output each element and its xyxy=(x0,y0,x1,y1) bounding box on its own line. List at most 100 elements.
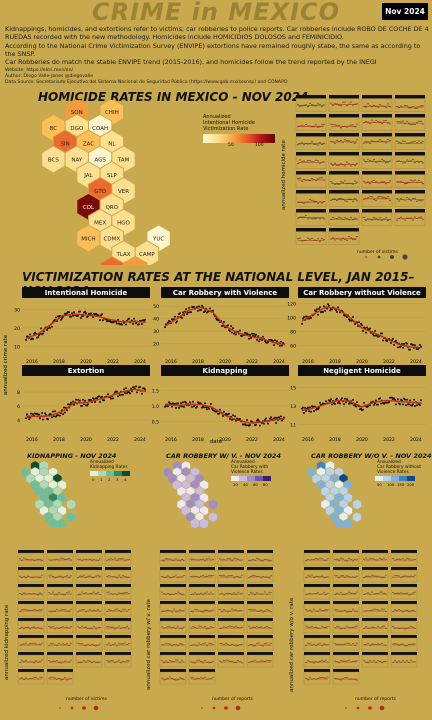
mini-point xyxy=(177,679,179,681)
national-panel: Car Robbery without Violence608010012020… xyxy=(287,287,426,365)
mini-point xyxy=(204,676,206,678)
mini-point xyxy=(41,659,43,661)
mini-frame xyxy=(159,620,187,634)
mini-point xyxy=(196,594,198,596)
data-point xyxy=(204,310,206,313)
mini-point xyxy=(110,609,112,611)
mini-header xyxy=(160,669,186,672)
mini-header xyxy=(333,669,359,672)
mini-point xyxy=(305,214,307,217)
data-point xyxy=(125,323,127,326)
mini-point xyxy=(208,642,210,644)
mini-point xyxy=(229,574,231,577)
hex xyxy=(66,511,76,523)
mini-point xyxy=(83,574,85,576)
data-point xyxy=(182,311,184,314)
data-point xyxy=(322,311,324,313)
hex-label: CAMP xyxy=(139,252,155,258)
y-tick-label: 40 xyxy=(153,317,159,323)
mini-header xyxy=(329,171,359,175)
mini-header xyxy=(47,618,73,621)
mini-point xyxy=(95,628,97,630)
data-point xyxy=(80,317,82,319)
data-point xyxy=(264,419,266,421)
hex-label: BC xyxy=(50,126,58,132)
data-point xyxy=(397,398,399,401)
mini-point xyxy=(85,611,87,613)
data-point xyxy=(338,400,340,403)
mini-point xyxy=(21,626,23,628)
mini-point xyxy=(350,216,352,219)
mini-point xyxy=(344,643,346,645)
data-point xyxy=(310,410,312,413)
hex-label: VER xyxy=(118,189,129,195)
mini-point xyxy=(396,558,398,560)
legend-tick: 20 xyxy=(233,482,238,487)
mini-point xyxy=(338,104,340,106)
mini-point xyxy=(91,592,93,594)
size-legend-dot xyxy=(377,255,381,259)
mini-header xyxy=(18,567,44,570)
mini-point xyxy=(177,576,179,579)
data-point xyxy=(227,324,229,327)
mini-point xyxy=(385,161,387,164)
mini-frame xyxy=(303,586,331,600)
data-point xyxy=(280,415,282,418)
mini-point xyxy=(29,628,31,630)
mini-point xyxy=(379,103,381,106)
mini-point xyxy=(33,626,35,628)
mini-point xyxy=(317,126,319,128)
data-point xyxy=(276,416,278,419)
mini-panel xyxy=(394,190,426,207)
data-point xyxy=(223,321,225,323)
mini-point xyxy=(414,161,416,164)
y-tick-label: 80 xyxy=(290,330,296,336)
data-point xyxy=(141,323,143,325)
mini-point xyxy=(385,574,387,576)
data-point xyxy=(81,404,83,407)
mini-panel xyxy=(332,618,360,634)
mini-point xyxy=(371,180,373,182)
mini-point xyxy=(200,592,202,594)
mini-point xyxy=(371,591,373,593)
mini-point xyxy=(387,219,389,222)
mini-header xyxy=(160,652,186,655)
data-point xyxy=(381,332,383,335)
mini-point xyxy=(352,643,354,645)
mini-point xyxy=(70,626,72,628)
mini-point xyxy=(56,659,58,662)
mini-point xyxy=(33,609,35,611)
mini-point xyxy=(303,178,305,180)
mini-point xyxy=(99,557,101,559)
mini-panel xyxy=(394,171,426,188)
mini-point xyxy=(223,609,225,611)
mini-point xyxy=(266,593,268,596)
mini-header xyxy=(189,567,215,570)
mini-panel xyxy=(361,618,389,634)
mini-point xyxy=(305,609,307,611)
mini-point xyxy=(352,124,354,126)
legend-swatch xyxy=(98,471,106,476)
mini-point xyxy=(375,575,377,577)
mini-header xyxy=(395,133,425,137)
data-point xyxy=(59,414,61,417)
mini-point xyxy=(354,592,356,594)
mini-panel xyxy=(328,95,360,112)
mini-panel xyxy=(46,550,74,566)
mini-point xyxy=(39,643,41,645)
data-point xyxy=(319,401,321,404)
mini-point xyxy=(402,120,404,122)
mini-point xyxy=(356,642,358,644)
data-point xyxy=(352,316,354,318)
mini-header xyxy=(76,618,102,621)
mini-point xyxy=(225,659,227,661)
mini-point xyxy=(317,144,319,146)
mini-frame xyxy=(188,671,216,685)
mini-point xyxy=(379,660,381,662)
mini-point xyxy=(350,101,352,103)
mini-point xyxy=(124,575,126,577)
mini-panel xyxy=(188,618,216,634)
mini-point xyxy=(387,139,389,141)
mini-panel xyxy=(295,171,327,188)
mini-point xyxy=(305,594,307,596)
